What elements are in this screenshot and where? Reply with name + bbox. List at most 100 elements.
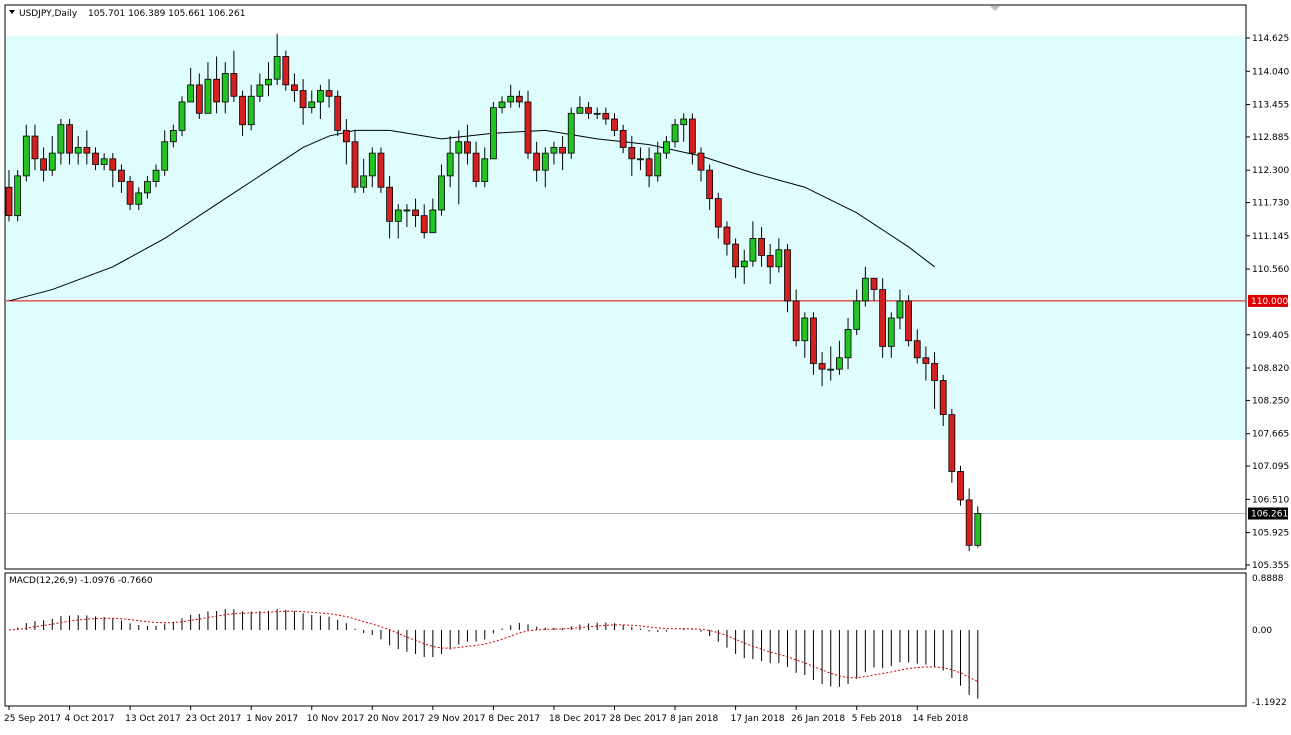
y-tick-label: 107.665 xyxy=(1252,430,1289,440)
candle xyxy=(507,84,515,108)
y-tick-label: 112.300 xyxy=(1252,166,1289,176)
macd-label: MACD(12,26,9) -1.0976 -0.7660 xyxy=(9,576,153,586)
y-tick-label: 114.625 xyxy=(1252,34,1289,44)
y-tick-label: 107.095 xyxy=(1252,462,1289,472)
candle xyxy=(836,340,843,375)
candle xyxy=(22,124,30,182)
candle xyxy=(5,170,13,222)
macd-tick-bottom: -1.1922 xyxy=(1252,698,1287,708)
candle xyxy=(403,204,411,228)
candle xyxy=(213,56,221,114)
candle xyxy=(455,130,463,205)
candle xyxy=(697,147,705,182)
candle xyxy=(611,113,618,137)
candle xyxy=(948,408,956,483)
main-panel-frame xyxy=(4,4,1247,570)
candle xyxy=(239,90,246,137)
candle xyxy=(48,136,56,176)
x-tick-label: 1 Nov 2017 xyxy=(246,714,298,724)
candle xyxy=(368,147,376,188)
candle xyxy=(464,124,471,165)
candle xyxy=(446,136,454,188)
candle xyxy=(533,141,541,182)
candle xyxy=(377,147,385,193)
candle xyxy=(818,352,826,387)
candle xyxy=(360,158,368,193)
candle xyxy=(282,50,290,91)
candle xyxy=(671,119,679,148)
candle xyxy=(637,147,644,171)
candle xyxy=(879,278,887,358)
candle xyxy=(922,346,930,381)
candle xyxy=(100,153,108,171)
candle xyxy=(870,277,878,301)
candle xyxy=(14,170,22,222)
candle xyxy=(187,67,195,103)
current-price-label: 106.261 xyxy=(1251,509,1288,519)
y-tick-label: 109.405 xyxy=(1252,331,1289,341)
candle xyxy=(221,62,229,114)
x-tick-label: 17 Jan 2018 xyxy=(731,714,785,724)
candle xyxy=(714,192,722,239)
symbol-label: USDJPY,Daily xyxy=(19,9,78,19)
macd-signal-line xyxy=(8,610,979,683)
candle xyxy=(386,175,394,239)
candle xyxy=(126,175,134,210)
candle xyxy=(152,164,160,188)
candle xyxy=(896,289,904,330)
candle xyxy=(853,289,861,336)
scroll-marker-icon xyxy=(990,6,1000,11)
candle xyxy=(230,50,238,102)
candle xyxy=(801,312,809,358)
y-tick-label: 110.560 xyxy=(1252,265,1289,275)
candle xyxy=(905,295,912,347)
candle xyxy=(861,266,869,307)
symbol-dropdown-icon[interactable] xyxy=(9,10,15,14)
x-tick-label: 20 Nov 2017 xyxy=(367,714,425,724)
candle xyxy=(308,90,316,114)
candle xyxy=(31,124,39,171)
candle xyxy=(169,124,177,148)
candle xyxy=(273,33,281,85)
candle xyxy=(204,62,212,114)
candle xyxy=(559,136,566,171)
candle xyxy=(931,352,938,409)
y-tick-label: 108.820 xyxy=(1252,364,1289,374)
candle xyxy=(316,84,324,120)
candle xyxy=(913,329,921,364)
candle xyxy=(143,175,151,199)
candle xyxy=(585,101,592,120)
candle xyxy=(74,136,82,165)
candle xyxy=(265,62,272,97)
y-tick-label: 106.510 xyxy=(1252,495,1289,505)
x-tick-label: 10 Nov 2017 xyxy=(307,714,365,724)
y-tick-label: 114.040 xyxy=(1252,67,1289,77)
x-tick-label: 25 Sep 2017 xyxy=(4,714,61,724)
candle xyxy=(732,238,739,279)
candle xyxy=(619,124,627,154)
candle xyxy=(844,317,852,370)
candle xyxy=(83,130,91,165)
candle xyxy=(758,227,765,267)
candle xyxy=(887,312,895,358)
x-tick-label: 8 Jan 2018 xyxy=(670,714,718,724)
candle xyxy=(429,198,437,234)
candle xyxy=(299,79,307,125)
ohlc-values: 105.701 106.389 105.661 106.261 xyxy=(88,9,245,19)
candle xyxy=(412,198,419,228)
candle xyxy=(792,289,800,347)
candle xyxy=(740,249,748,284)
candle xyxy=(541,147,549,188)
candle xyxy=(663,136,670,159)
candle xyxy=(135,187,143,210)
x-tick-label: 8 Dec 2017 xyxy=(488,714,540,724)
y-tick-label: 111.145 xyxy=(1252,232,1289,242)
macd-panel-frame xyxy=(4,572,1247,707)
y-tick-label: 108.250 xyxy=(1252,396,1289,406)
candle xyxy=(498,96,506,114)
candle xyxy=(291,73,298,102)
candle xyxy=(438,164,445,216)
candle xyxy=(40,147,47,182)
candle xyxy=(351,130,359,193)
